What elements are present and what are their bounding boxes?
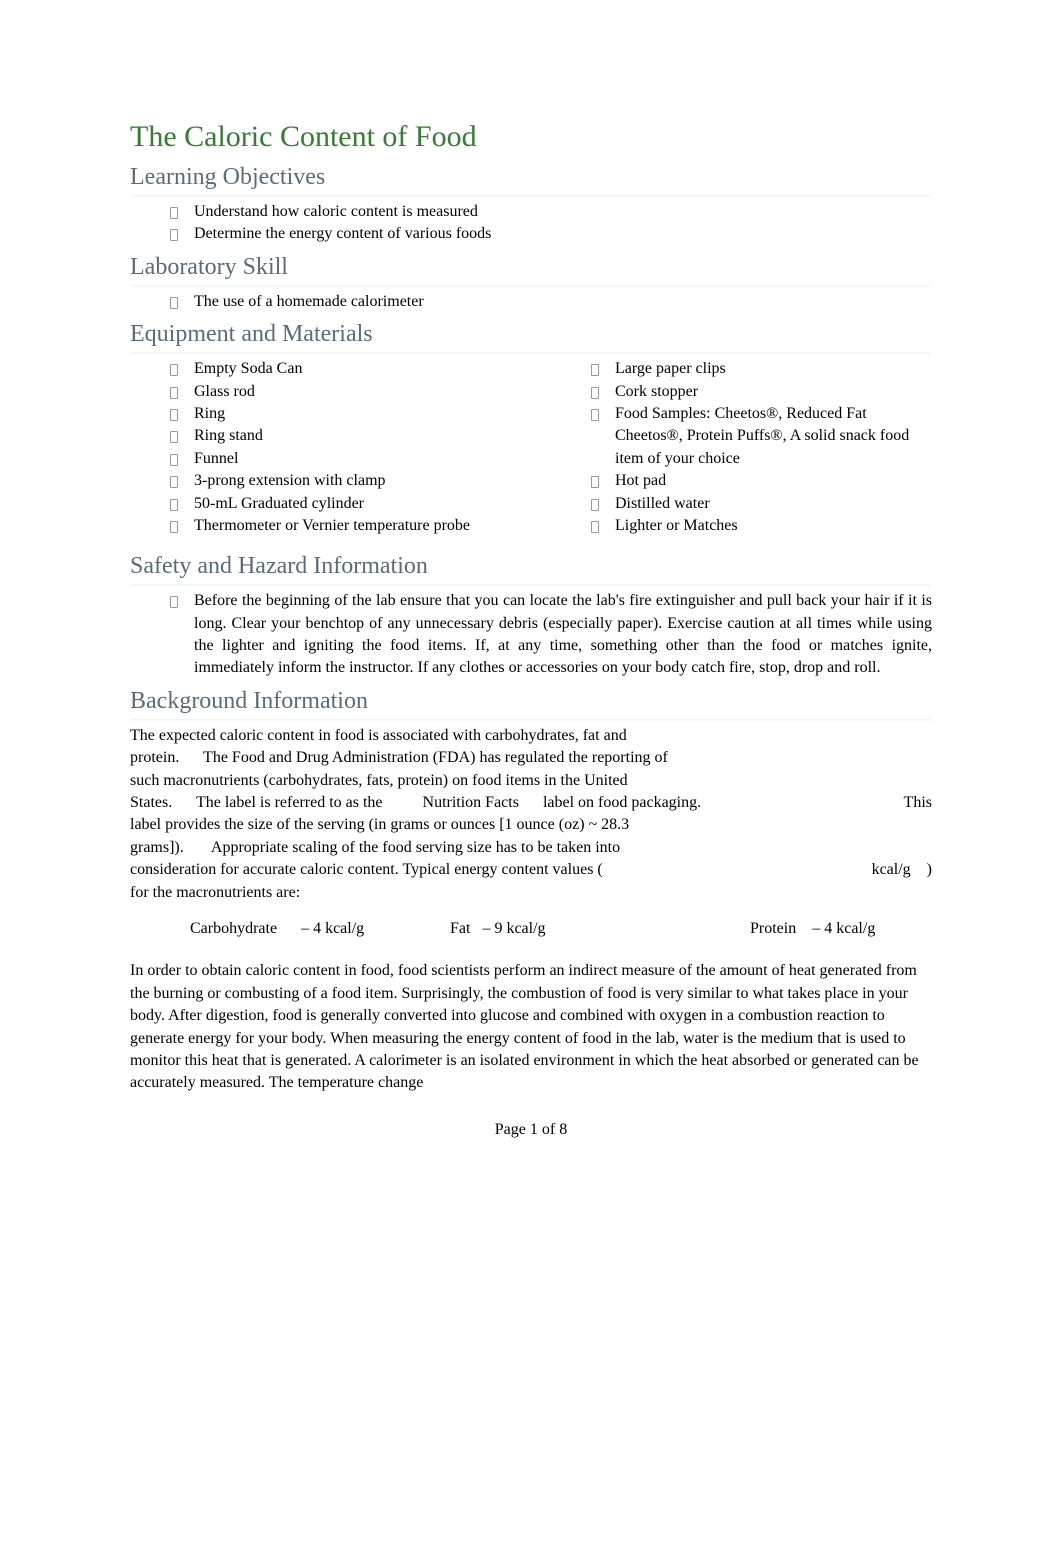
list-item: Funnel bbox=[170, 448, 511, 470]
text-span: The label is referred to as the bbox=[196, 794, 383, 811]
text-span: Appropriate scaling of the food serving … bbox=[211, 839, 620, 856]
heading-equipment-materials: Equipment and Materials bbox=[130, 321, 932, 352]
text-span: The expected caloric content in food is … bbox=[130, 727, 627, 744]
text-span: States. bbox=[130, 794, 172, 811]
text-span: consideration for accurate caloric conte… bbox=[130, 861, 603, 878]
text-span: kcal/g bbox=[872, 861, 911, 878]
fat-label: Fat bbox=[450, 920, 470, 937]
text-span: protein. bbox=[130, 749, 179, 766]
list-item: Thermometer or Vernier temperature probe bbox=[170, 515, 511, 537]
equipment-columns: Empty Soda Can Glass rod Ring Ring stand… bbox=[130, 358, 932, 545]
list-item: Cork stopper bbox=[591, 381, 932, 403]
list-item: Empty Soda Can bbox=[170, 358, 511, 380]
heading-background: Background Information bbox=[130, 688, 932, 719]
learning-objectives-list: Understand how caloric content is measur… bbox=[170, 201, 932, 246]
text-span: label on food packaging. bbox=[543, 794, 701, 811]
list-item: Understand how caloric content is measur… bbox=[170, 201, 932, 223]
list-item: Ring stand bbox=[170, 425, 511, 447]
background-para-1: The expected caloric content in food is … bbox=[130, 725, 932, 904]
list-item: 3-prong extension with clamp bbox=[170, 470, 511, 492]
heading-learning-objectives: Learning Objectives bbox=[130, 164, 932, 195]
list-item: Distilled water bbox=[591, 493, 932, 515]
list-item: 50-mL Graduated cylinder bbox=[170, 493, 511, 515]
list-item: The use of a homemade calorimeter bbox=[170, 291, 932, 313]
text-span: ) bbox=[927, 861, 932, 878]
protein-value: – 4 kcal/g bbox=[812, 920, 875, 937]
protein-label: Protein bbox=[750, 920, 796, 937]
equipment-left-list: Empty Soda Can Glass rod Ring Ring stand… bbox=[170, 358, 511, 537]
fat-value: – 9 kcal/g bbox=[482, 920, 545, 937]
laboratory-skill-list: The use of a homemade calorimeter bbox=[170, 291, 932, 313]
equipment-right-list: Large paper clips Cork stopper Food Samp… bbox=[591, 358, 932, 537]
text-span: This bbox=[904, 792, 932, 814]
text-span: grams]). bbox=[130, 839, 184, 856]
list-item: Ring bbox=[170, 403, 511, 425]
text-span: The Food and Drug Administration (FDA) h… bbox=[203, 749, 668, 766]
carb-value: – 4 kcal/g bbox=[301, 920, 364, 937]
list-item: Determine the energy content of various … bbox=[170, 223, 932, 245]
document-title: The Caloric Content of Food bbox=[130, 120, 932, 154]
text-span: label provides the size of the serving (… bbox=[130, 816, 629, 833]
text-span: Nutrition Facts bbox=[423, 794, 519, 811]
list-item: Large paper clips bbox=[591, 358, 932, 380]
list-item: Food Samples: Cheetos®, Reduced Fat Chee… bbox=[591, 403, 932, 470]
list-item: Lighter or Matches bbox=[591, 515, 932, 537]
text-span: such macronutrients (carbohydrates, fats… bbox=[130, 772, 628, 789]
macronutrient-values: Carbohydrate – 4 kcal/g Fat – 9 kcal/g P… bbox=[190, 918, 932, 940]
list-item: Glass rod bbox=[170, 381, 511, 403]
heading-laboratory-skill: Laboratory Skill bbox=[130, 254, 932, 285]
page-number: Page 1 of 8 bbox=[130, 1121, 932, 1139]
heading-safety: Safety and Hazard Information bbox=[130, 553, 932, 584]
text-span: for the macronutrients are: bbox=[130, 884, 300, 901]
list-item: Hot pad bbox=[591, 470, 932, 492]
safety-text: Before the beginning of the lab ensure t… bbox=[170, 590, 932, 680]
background-para-2: In order to obtain caloric content in fo… bbox=[130, 960, 932, 1094]
carb-label: Carbohydrate bbox=[190, 920, 277, 937]
